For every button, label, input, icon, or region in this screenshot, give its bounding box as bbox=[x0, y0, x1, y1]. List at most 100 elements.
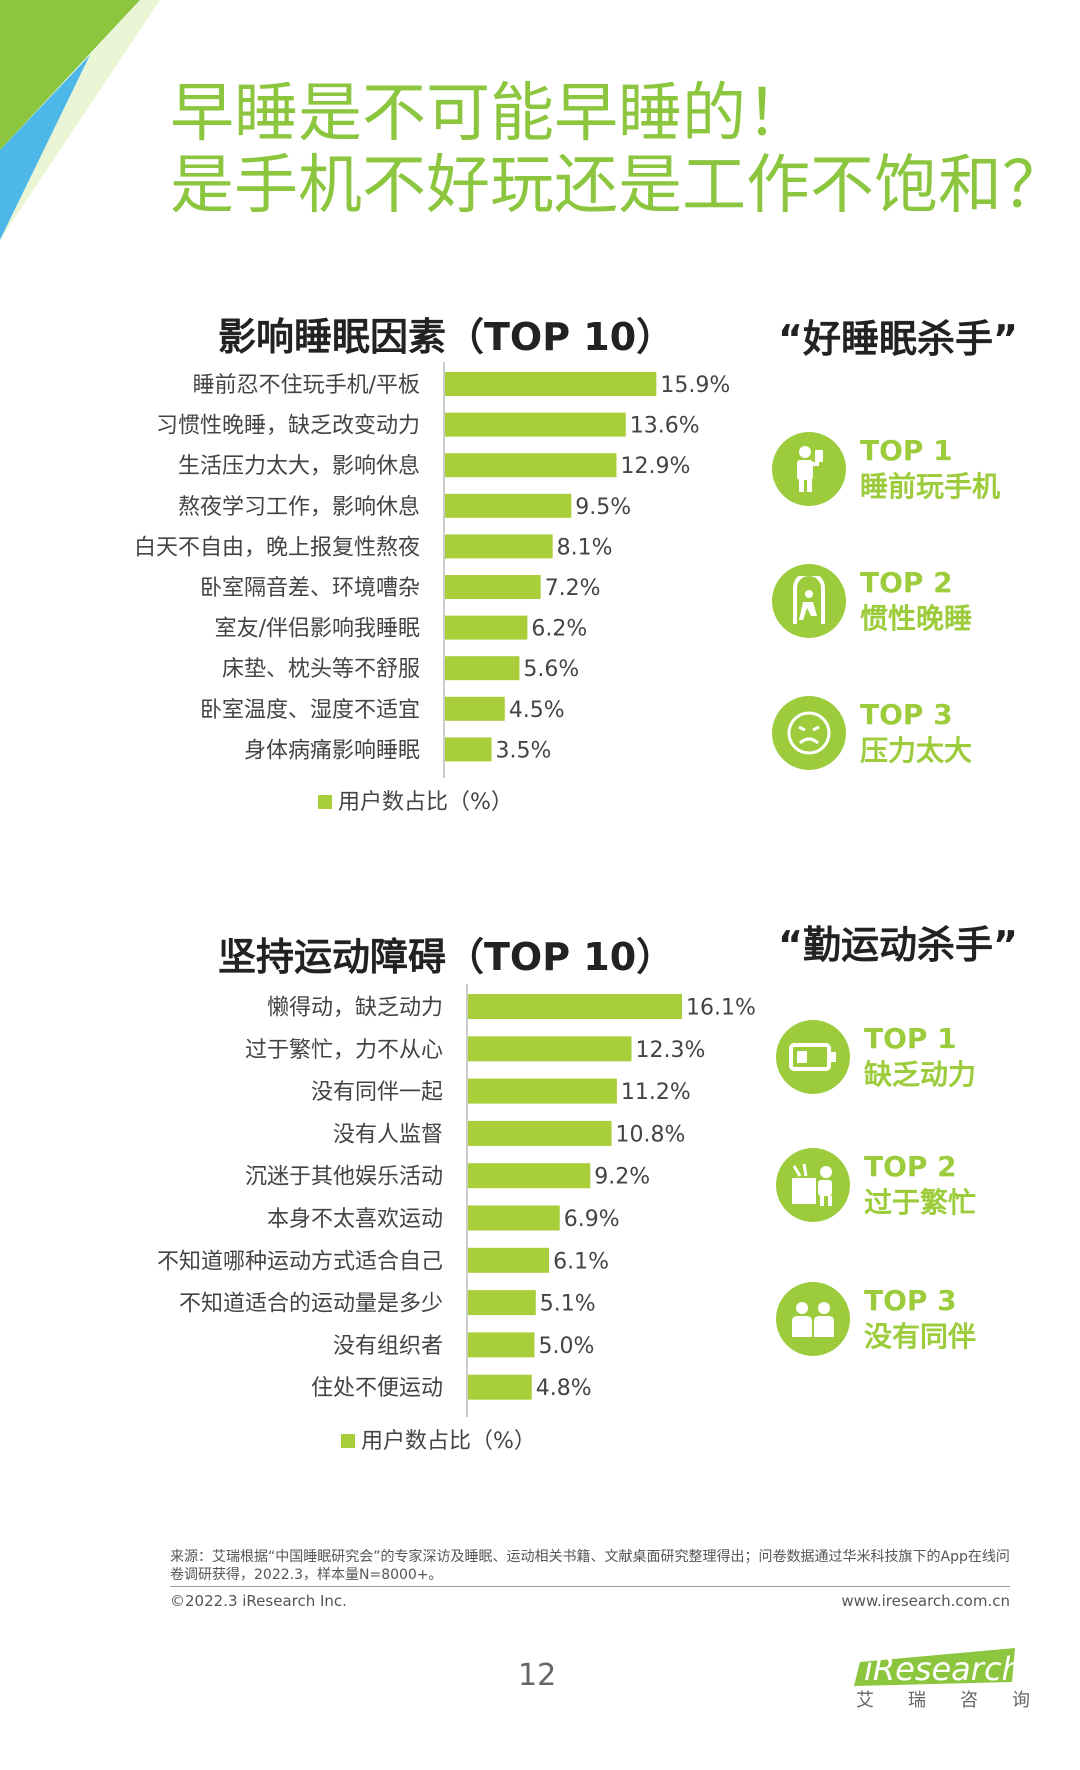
category-label: 睡前忍不住玩手机/平板 bbox=[193, 373, 420, 398]
exercise-barriers-chart: 懒得动，缺乏动力 16.1% 过于繁忙，力不从心 12.3% 没有同伴一起 11.2% 没有… bbox=[157, 984, 756, 1454]
category-label: 卧室温度、湿度不适宜 bbox=[200, 698, 420, 723]
exercise-killer-3-label: 没有同伴 bbox=[864, 1320, 977, 1353]
exercise-killer-title: “勤运动杀手” bbox=[778, 923, 1018, 967]
value-label: 6.9% bbox=[564, 1207, 620, 1232]
value-label: 13.6% bbox=[630, 414, 700, 439]
bar bbox=[445, 575, 541, 599]
bar bbox=[468, 1332, 535, 1358]
category-label: 没有组织者 bbox=[333, 1334, 443, 1359]
category-label: 习惯性晚睡，缺乏改变动力 bbox=[156, 414, 420, 439]
door-exit-icon bbox=[772, 564, 846, 638]
sleep-killer-1: TOP 1 睡前玩手机 bbox=[772, 432, 1000, 506]
category-label: 没有人监督 bbox=[333, 1122, 443, 1147]
page-number: 12 bbox=[518, 1658, 557, 1693]
value-label: 8.1% bbox=[557, 535, 613, 560]
category-label: 卧室隔音差、环境嘈杂 bbox=[200, 576, 420, 601]
value-label: 9.5% bbox=[575, 495, 631, 520]
bar bbox=[445, 412, 626, 437]
value-label: 5.6% bbox=[523, 657, 579, 682]
value-label: 6.2% bbox=[531, 617, 587, 642]
sleep-killer-1-label: 睡前玩手机 bbox=[860, 470, 1001, 503]
value-label: 16.1% bbox=[686, 996, 756, 1021]
bar bbox=[468, 1120, 612, 1146]
value-label: 12.3% bbox=[635, 1038, 705, 1063]
value-label: 15.9% bbox=[660, 373, 730, 398]
stressed-face-icon bbox=[772, 696, 846, 770]
value-label: 4.8% bbox=[536, 1376, 592, 1401]
legend-label: 用户数占比（%） bbox=[338, 790, 513, 815]
bar bbox=[468, 1247, 550, 1273]
source-note: 来源：艾瑞根据“中国睡眠研究会”的专家深访及睡眠、运动相关书籍、文献桌面研究整理… bbox=[170, 1549, 1010, 1583]
sleep-killer-2: TOP 2 惯性晚睡 bbox=[772, 564, 972, 638]
sleep-killer-2-rank: TOP 2 bbox=[860, 566, 953, 599]
legend-label: 用户数占比（%） bbox=[361, 1429, 536, 1454]
low-battery-icon bbox=[776, 1020, 850, 1094]
sleep-chart-title: 影响睡眠因素（TOP 10） bbox=[218, 315, 675, 359]
sleep-factors-chart: 睡前忍不住玩手机/平板 15.9% 习惯性晚睡，缺乏改变动力 13.6% 生活压力太大，… bbox=[134, 362, 730, 815]
bar bbox=[445, 737, 492, 762]
category-label: 床垫、枕头等不舒服 bbox=[222, 657, 420, 682]
category-label: 生活压力太大，影响休息 bbox=[178, 454, 420, 479]
value-label: 5.0% bbox=[538, 1334, 594, 1359]
exercise-killer-3: TOP 3 没有同伴 bbox=[776, 1282, 976, 1356]
category-label: 住处不便运动 bbox=[311, 1376, 443, 1401]
bar bbox=[445, 615, 528, 640]
value-label: 3.5% bbox=[496, 738, 552, 763]
footer-divider bbox=[170, 1586, 1010, 1587]
value-label: 4.5% bbox=[509, 698, 565, 723]
exercise-killer-1-label: 缺乏动力 bbox=[864, 1058, 977, 1091]
value-label: 9.2% bbox=[594, 1165, 650, 1190]
exercise-killer-1: TOP 1 缺乏动力 bbox=[776, 1020, 976, 1094]
bar bbox=[445, 493, 572, 518]
copyright: ©2022.3 iResearch Inc. bbox=[170, 1592, 347, 1610]
corner-decoration bbox=[0, 0, 160, 240]
bar bbox=[445, 696, 505, 721]
sleep-killer-3-rank: TOP 3 bbox=[860, 698, 953, 731]
exercise-killer-1-rank: TOP 1 bbox=[864, 1022, 957, 1055]
category-label: 白天不自由，晚上报复性熬夜 bbox=[134, 535, 420, 560]
category-label: 不知道哪种运动方式适合自己 bbox=[157, 1249, 443, 1274]
person-phone-icon bbox=[772, 432, 846, 506]
sleep-killer-title: “好睡眠杀手” bbox=[778, 317, 1018, 361]
category-label: 室友/伴侣影响我睡眠 bbox=[215, 617, 420, 642]
website-link[interactable]: www.iresearch.com.cn bbox=[841, 1592, 1010, 1610]
category-label: 没有同伴一起 bbox=[311, 1080, 443, 1105]
svg-text:iResearch: iResearch bbox=[864, 1650, 1020, 1688]
value-label: 7.2% bbox=[545, 576, 601, 601]
exercise-killer-2-label: 过于繁忙 bbox=[864, 1186, 977, 1219]
value-label: 12.9% bbox=[620, 454, 690, 479]
bar bbox=[468, 1205, 560, 1231]
category-label: 熬夜学习工作，影响休息 bbox=[178, 495, 420, 520]
exercise-killer-2: TOP 2 过于繁忙 bbox=[776, 1148, 976, 1222]
value-label: 11.2% bbox=[621, 1080, 691, 1105]
value-label: 10.8% bbox=[616, 1122, 686, 1147]
bar bbox=[445, 656, 520, 681]
sleep-killer-3: TOP 3 压力太大 bbox=[772, 696, 972, 770]
exercise-killer-2-rank: TOP 2 bbox=[864, 1150, 957, 1183]
bar bbox=[468, 1036, 632, 1062]
bar bbox=[445, 453, 617, 478]
legend-swatch bbox=[341, 1434, 355, 1448]
sleep-killer-1-rank: TOP 1 bbox=[860, 434, 953, 467]
value-label: 6.1% bbox=[553, 1249, 609, 1274]
logo-chinese-name: 艾瑞咨询 bbox=[856, 1690, 1064, 1711]
bar bbox=[468, 1078, 617, 1104]
bar bbox=[468, 1290, 536, 1316]
bar bbox=[468, 1163, 591, 1189]
category-label: 懒得动，缺乏动力 bbox=[267, 996, 443, 1021]
category-label: 本身不太喜欢运动 bbox=[267, 1207, 443, 1232]
page-title-line2: 是手机不好玩还是工作不饱和？ bbox=[170, 149, 1066, 223]
page-title: 早睡是不可能早睡的！ 是手机不好玩还是工作不饱和？ bbox=[170, 78, 1066, 222]
value-label: 5.1% bbox=[540, 1292, 596, 1317]
category-label: 沉迷于其他娱乐活动 bbox=[245, 1165, 443, 1190]
page-title-line1: 早睡是不可能早睡的！ bbox=[170, 77, 810, 151]
bar bbox=[445, 534, 553, 559]
bar bbox=[468, 994, 682, 1019]
category-label: 不知道适合的运动量是多少 bbox=[179, 1292, 443, 1317]
category-label: 身体病痛影响睡眠 bbox=[244, 738, 420, 763]
exercise-chart-title: 坚持运动障碍（TOP 10） bbox=[218, 935, 675, 979]
two-people-icon bbox=[776, 1282, 850, 1356]
sleep-killer-2-label: 惯性晚睡 bbox=[860, 602, 973, 635]
sleep-killer-3-label: 压力太大 bbox=[860, 734, 973, 767]
bar bbox=[468, 1374, 532, 1400]
